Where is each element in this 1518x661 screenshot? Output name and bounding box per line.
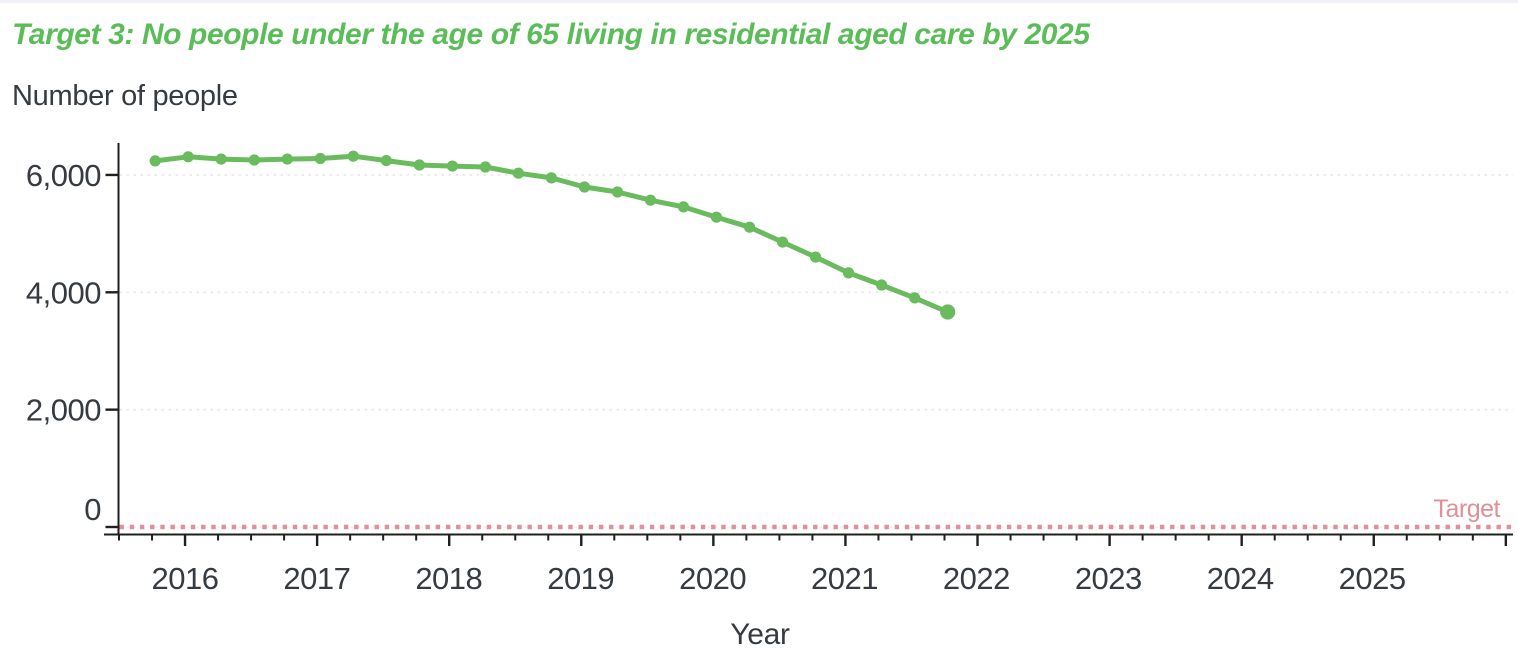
x-tick-label: 2022 <box>943 561 1010 596</box>
chart-title-text: Target 3: No people under the age of 65 … <box>12 18 1025 51</box>
data-point[interactable]: Q4 2021: 3665 <box>940 304 956 320</box>
data-point[interactable]: Q1 2020: 5280 <box>710 211 723 223</box>
x-tick-label: 2023 <box>1075 561 1142 596</box>
data-point[interactable]: Q2 2018: 6135 <box>479 161 491 173</box>
chart-title-year: 2025 <box>1024 18 1090 51</box>
x-tick-label: 2018 <box>415 561 482 596</box>
data-point[interactable]: Q4 2019: 5455 <box>677 201 690 213</box>
data-point[interactable]: Q3 2020: 4855 <box>777 236 789 248</box>
data-point[interactable]: Q1 2018: 6150 <box>446 160 458 172</box>
data-point[interactable]: Q4 2017: 6170 <box>413 159 425 171</box>
y-axis-title: Number of people <box>12 80 238 112</box>
x-tick-label: 2017 <box>283 561 350 596</box>
y-tick-label: 4,000 <box>26 275 101 310</box>
chart-title: Target 3: No people under the age of 65 … <box>12 18 1090 52</box>
data-point[interactable]: Q3 2016: 6255 <box>248 154 260 166</box>
x-axis-title: Year <box>730 618 790 651</box>
x-tick-label: 2025 <box>1339 561 1406 596</box>
data-point[interactable]: Q4 2016: 6270 <box>281 153 293 165</box>
y-tick-label: 6,000 <box>26 158 101 193</box>
x-tick-label: 2024 <box>1207 561 1274 596</box>
top-accent-strip <box>0 0 1518 3</box>
data-point[interactable]: Q2 2017: 6320 <box>347 150 359 162</box>
data-point[interactable]: Q3 2018: 6030 <box>512 167 525 179</box>
data-point[interactable]: Q1 2017: 6280 <box>314 152 326 165</box>
data-point[interactable]: Q1 2019: 5795 <box>578 181 591 193</box>
data-point[interactable]: Q2 2016: 6270 <box>215 153 227 165</box>
data-point[interactable]: Q4 2018: 5950 <box>545 172 558 184</box>
data-point[interactable]: Q1 2016: 6310 <box>182 151 194 163</box>
x-tick-label: 2019 <box>547 561 614 596</box>
data-point[interactable]: Q3 2019: 5570 <box>644 194 657 206</box>
y-tick-label: 2,000 <box>26 393 101 428</box>
data-point[interactable]: Q4 2020: 4600 <box>810 251 822 263</box>
x-tick-label: 2020 <box>679 561 746 596</box>
target-line-label: Target <box>1434 495 1501 523</box>
data-point[interactable]: Q2 2020: 5110 <box>744 221 756 233</box>
x-tick-label: 2016 <box>152 561 219 596</box>
x-tick-label: 2021 <box>811 561 878 596</box>
data-point[interactable]: Q2 2021: 4125 <box>876 279 888 291</box>
data-point[interactable]: Q3 2021: 3905 <box>909 292 921 304</box>
data-point[interactable]: Q4 2015: 6240 <box>149 155 161 167</box>
data-point[interactable]: Q3 2017: 6245 <box>380 155 392 167</box>
y-tick-label: 0 <box>84 492 101 527</box>
data-point[interactable]: Q2 2019: 5710 <box>611 186 624 198</box>
data-point[interactable]: Q1 2021: 4330 <box>843 267 855 279</box>
